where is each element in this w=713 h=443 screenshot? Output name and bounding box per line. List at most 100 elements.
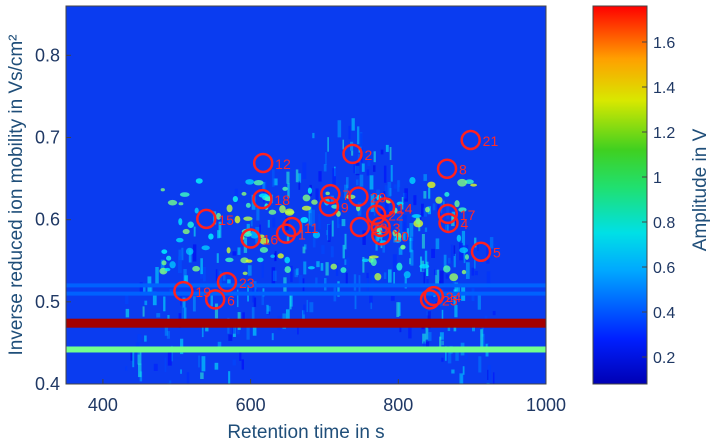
signal-streak (237, 247, 241, 255)
signal-streak (200, 372, 204, 380)
signal-streak (198, 393, 200, 402)
signal-streak (479, 392, 482, 409)
signal-streak (188, 391, 191, 402)
signal-streak (276, 161, 281, 172)
signal-streak (369, 175, 374, 190)
signal-streak (167, 349, 172, 366)
signal-streak (486, 382, 490, 384)
signal-streak (441, 309, 444, 325)
signal-blob (435, 196, 443, 204)
signal-streak (286, 236, 290, 242)
signal-streak (413, 195, 417, 206)
signal-streak (228, 371, 231, 384)
signal-streak (167, 383, 171, 384)
band-1 (66, 318, 546, 328)
signal-streak (143, 285, 146, 295)
signal-streak (387, 181, 392, 197)
signal-streak (393, 271, 395, 286)
signal-blob (282, 186, 288, 191)
signal-streak (184, 275, 189, 282)
signal-streak (404, 188, 408, 202)
x-axis: 400 600 800 1000 (88, 379, 566, 415)
peak-marker-10 (371, 225, 392, 246)
signal-blob (454, 200, 460, 208)
peak-label-9: 9 (341, 200, 349, 216)
signal-streak (272, 217, 276, 228)
signal-streak (390, 296, 395, 301)
signal-streak (216, 253, 219, 263)
signal-streak (361, 163, 365, 172)
signal-blob (216, 212, 222, 220)
colorbar-tick-label: 1.6 (653, 35, 675, 52)
signal-streak (251, 307, 255, 325)
signal-streak (469, 388, 471, 398)
signal-streak (137, 351, 142, 365)
signal-streak (247, 265, 252, 276)
signal-blob (400, 244, 406, 250)
signal-blob (245, 202, 251, 208)
signal-blob (279, 205, 286, 214)
peak-marker-11 (281, 216, 303, 238)
signal-blob (178, 218, 183, 226)
signal-streak (370, 302, 373, 310)
signal-streak (411, 236, 414, 250)
signal-streak (366, 169, 370, 176)
signal-streak (362, 256, 365, 273)
signal-streak (228, 219, 231, 225)
signal-streak (320, 263, 324, 271)
signal-streak (181, 307, 186, 320)
signal-streak (421, 233, 425, 249)
signal-streak (337, 120, 342, 138)
peak-marker-12 (252, 152, 274, 174)
signal-streak (297, 173, 302, 183)
signal-streak (259, 224, 261, 233)
signal-streak (210, 294, 214, 307)
colorbar-tick-label: 1.2 (653, 125, 675, 142)
signal-streak (426, 261, 429, 277)
signal-streak (252, 325, 257, 336)
signal-streak (492, 396, 494, 400)
signal-streak (453, 289, 457, 305)
signal-streak (184, 307, 187, 324)
signal-streak (156, 411, 159, 426)
signal-blob (415, 216, 421, 225)
signal-streak (327, 137, 329, 152)
signal-streak (380, 149, 384, 155)
signal-streak (132, 427, 134, 433)
signal-streak (410, 250, 414, 266)
signal-blob (241, 191, 247, 196)
signal-streak (201, 356, 206, 372)
signal-streak (303, 304, 306, 315)
signal-streak (138, 363, 142, 378)
signal-streak (217, 341, 222, 350)
signal-blob (457, 178, 467, 187)
peak-markers: 23 45678910111213141516171819202122232425… (173, 129, 501, 310)
y-tick-label: 0.7 (35, 127, 60, 147)
signal-streak (285, 309, 290, 324)
signal-streak (155, 414, 158, 421)
signal-streak (492, 403, 496, 420)
signal-streak (177, 256, 182, 274)
signal-streak (171, 345, 173, 362)
signal-streak (372, 165, 376, 172)
signal-streak (163, 296, 166, 312)
signal-streak (424, 227, 428, 232)
signal-streak (147, 390, 150, 397)
signal-streak (425, 322, 429, 340)
signal-streak (315, 188, 319, 203)
y-tick-label: 0.6 (35, 210, 60, 230)
signal-streak (231, 327, 236, 334)
signal-streak (345, 272, 348, 285)
peak-label-1: 1 (298, 227, 306, 243)
peak-marker-7 (320, 183, 341, 205)
colorbar-title: Amplitude in V (690, 128, 711, 251)
signal-streak (155, 266, 159, 285)
peak-label-22: 22 (388, 208, 404, 224)
peak-marker-24 (423, 285, 445, 307)
signal-blob (461, 269, 467, 275)
signal-blob (178, 202, 184, 206)
signal-blob (284, 256, 291, 264)
signal-streak (205, 326, 209, 332)
signal-streak (296, 268, 299, 276)
